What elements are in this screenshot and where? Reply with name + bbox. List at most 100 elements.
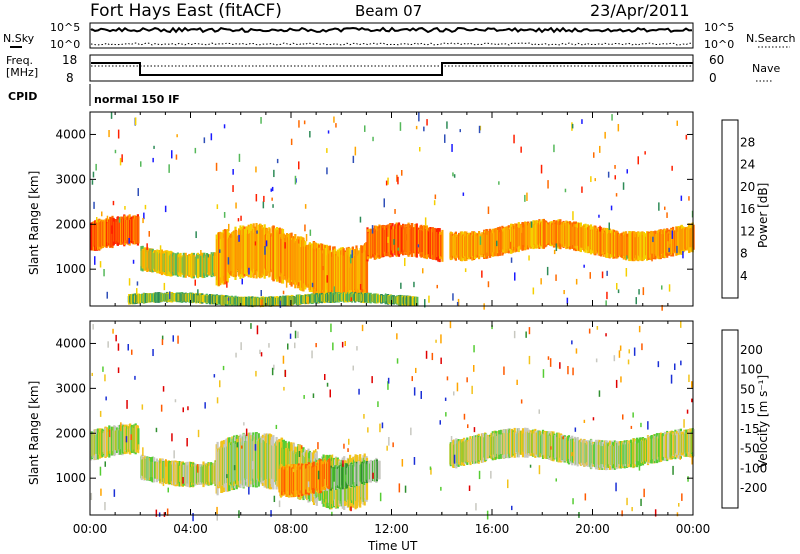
nave-tick-top: 60 [709,53,724,67]
heatmap-speckle [478,470,481,480]
heatmap-speckle [532,287,535,295]
heatmap-speckle [90,492,93,501]
heatmap-speckle [599,225,601,232]
heatmap-speckle [289,333,292,339]
heatmap-speckle [148,231,150,237]
heatmap-speckle [528,327,531,335]
noise-left-tick-top: 10^5 [50,21,80,34]
heatmap-speckle [628,349,630,354]
heatmap-speckle [153,145,155,149]
heatmap-speckle [440,334,442,344]
heatmap-speckle [542,369,545,378]
heatmap-speckle [589,272,591,279]
heatmap-speckle [330,323,332,333]
heatmap-speckle [632,231,635,238]
heatmap-speckle [478,125,481,134]
heatmap-speckle [114,149,117,154]
heatmap-speckle [496,240,498,247]
heatmap-speckle [112,200,115,206]
heatmap-speckle [297,331,299,338]
heatmap-speckle [303,395,305,399]
heatmap-speckle [574,427,577,432]
heatmap-speckle [256,325,259,335]
heatmap-speckle [345,286,347,294]
heatmap-speckle [394,209,396,214]
heatmap-speckle [581,119,583,124]
heatmap-speckle [265,240,268,247]
heatmap-speckle [384,293,387,302]
heatmap-speckle [137,188,139,197]
heatmap-speckle [270,510,272,517]
heatmap-speckle [110,112,113,119]
heatmap-speckle [102,366,104,372]
heatmap-speckle [228,223,230,232]
heatmap-speckle [309,131,311,138]
heatmap-speckle [379,423,381,433]
heatmap-cell [328,458,331,490]
heatmap-speckle [393,239,395,245]
heatmap-speckle [428,295,430,303]
heatmap-speckle [686,409,689,414]
heatmap-speckle [596,326,599,330]
heatmap-speckle [449,321,452,329]
heatmap-speckle [232,169,234,175]
heatmap-speckle [100,488,102,496]
heatmap-speckle [260,290,262,297]
heatmap-speckle [654,509,657,517]
heatmap-speckle [638,464,641,471]
heatmap-speckle [298,451,301,457]
heatmap-speckle [651,253,653,262]
heatmap-speckle [292,468,295,473]
heatmap-speckle [510,257,513,263]
heatmap-speckle [566,297,569,304]
heatmap-speckle [559,362,561,369]
heatmap-speckle [498,181,500,185]
heatmap-speckle [160,404,163,412]
heatmap-speckle [511,505,513,511]
heatmap-speckle [91,372,93,376]
heatmap-speckle [294,175,297,185]
heatmap-cell [692,224,695,250]
heatmap-speckle [329,389,331,398]
heatmap-speckle [194,147,197,154]
heatmap-speckle [445,412,447,417]
y-tick-label: 4000 [55,336,86,350]
heatmap-speckle [592,417,595,421]
heatmap-speckle [620,376,622,383]
heatmap-speckle [108,429,111,438]
heatmap-speckle [352,155,355,163]
heatmap-speckle [642,287,645,296]
heatmap-speckle [466,377,468,383]
heatmap-speckle [120,422,122,432]
heatmap-speckle [396,358,399,364]
heatmap-speckle [171,150,173,159]
heatmap-speckle [446,121,448,129]
colorbar-tick-label: 50 [740,382,755,396]
heatmap-speckle [204,402,206,409]
heatmap-speckle [359,284,362,290]
freq-panel: Freq. [MHz] 18 8 60 0 Nave [6,53,780,85]
heatmap-speckle [235,202,237,209]
heatmap-speckle [176,134,178,138]
heatmap-speckle [238,153,241,162]
heatmap-speckle [439,420,441,425]
heatmap-speckle [473,345,475,353]
heatmap-speckle [251,461,254,470]
heatmap-speckle [271,367,274,376]
heatmap-speckle [316,297,319,303]
x-tick-label: 04:00 [173,522,208,536]
heatmap-speckle [433,200,436,206]
heatmap-speckle [672,465,674,475]
heatmap-speckle [467,424,469,429]
heatmap-speckle [192,513,194,522]
heatmap-speckle [187,406,189,411]
heatmap-speckle [161,335,164,340]
heatmap-speckle [401,459,404,467]
heatmap-speckle [563,290,565,295]
heatmap-speckle [383,198,385,208]
heatmap-speckle [195,231,197,239]
heatmap-speckle [142,218,144,224]
heatmap-speckle [161,339,164,346]
cpid-panel: CPID normal 150 IF [8,84,180,106]
heatmap-speckle [301,445,303,449]
